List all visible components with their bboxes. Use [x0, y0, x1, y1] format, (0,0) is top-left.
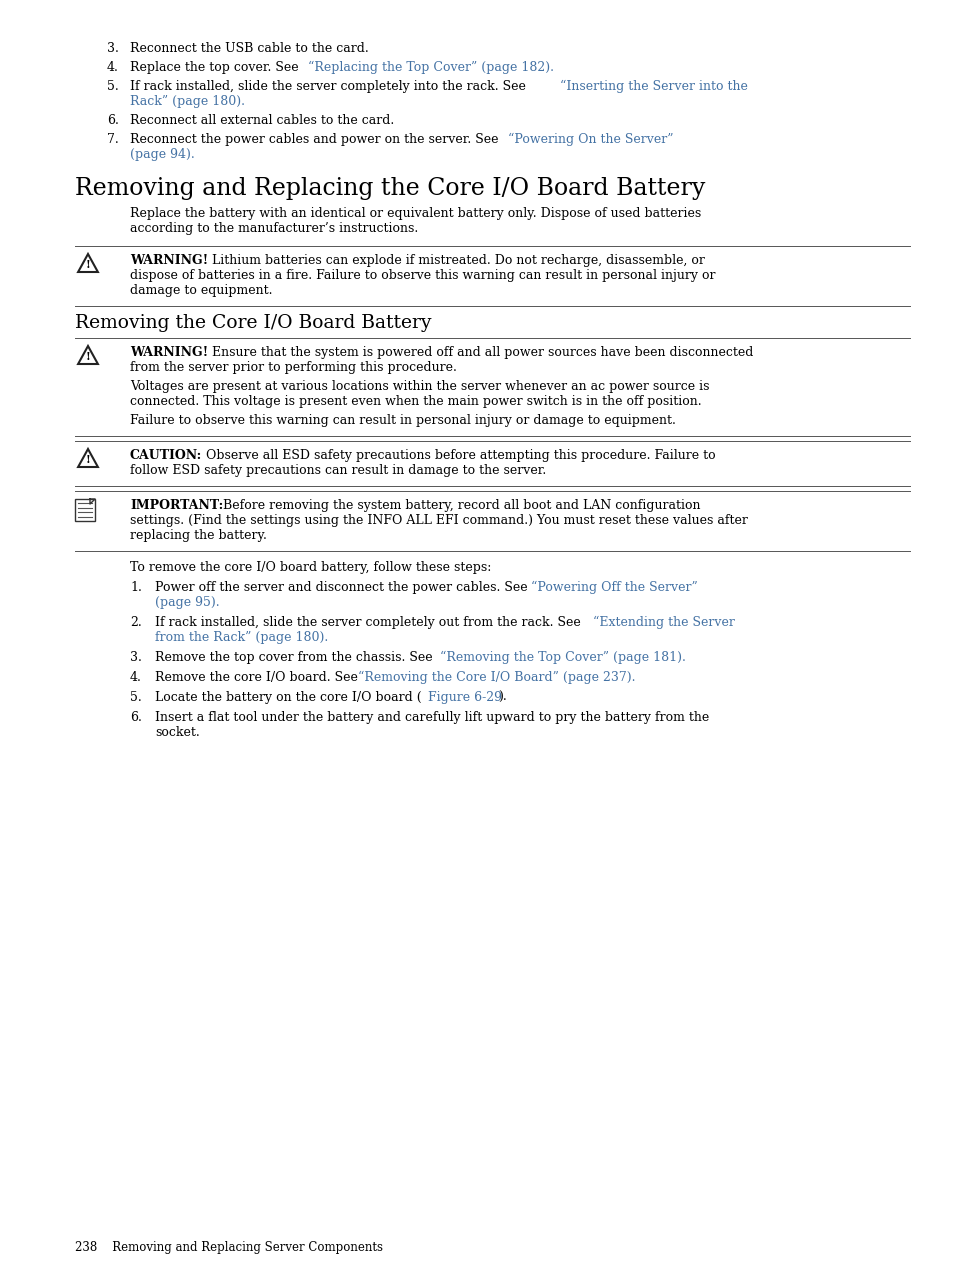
- Text: “Removing the Top Cover” (page 181).: “Removing the Top Cover” (page 181).: [439, 651, 685, 665]
- Text: Insert a flat tool under the battery and carefully lift upward to pry the batter: Insert a flat tool under the battery and…: [154, 710, 708, 724]
- Text: according to the manufacturer’s instructions.: according to the manufacturer’s instruct…: [130, 222, 417, 235]
- Text: Figure 6-29: Figure 6-29: [428, 691, 501, 704]
- Text: Removing the Core I/O Board Battery: Removing the Core I/O Board Battery: [75, 314, 431, 332]
- Text: “Replacing the Top Cover” (page 182).: “Replacing the Top Cover” (page 182).: [308, 61, 554, 74]
- Text: “Removing the Core I/O Board” (page 237).: “Removing the Core I/O Board” (page 237)…: [357, 671, 635, 684]
- Text: IMPORTANT:: IMPORTANT:: [130, 500, 223, 512]
- Text: Observe all ESD safety precautions before attempting this procedure. Failure to: Observe all ESD safety precautions befor…: [190, 449, 715, 461]
- Text: 1.: 1.: [130, 581, 142, 594]
- Text: 5.: 5.: [130, 691, 142, 704]
- Text: Voltages are present at various locations within the server whenever an ac power: Voltages are present at various location…: [130, 380, 709, 393]
- Text: follow ESD safety precautions can result in damage to the server.: follow ESD safety precautions can result…: [130, 464, 546, 477]
- Text: CAUTION:: CAUTION:: [130, 449, 202, 461]
- Text: from the server prior to performing this procedure.: from the server prior to performing this…: [130, 361, 456, 374]
- Text: Rack” (page 180).: Rack” (page 180).: [130, 95, 245, 108]
- Text: 2.: 2.: [130, 616, 142, 629]
- Text: Ensure that the system is powered off and all power sources have been disconnect: Ensure that the system is powered off an…: [195, 346, 753, 358]
- Text: dispose of batteries in a fire. Failure to observe this warning can result in pe: dispose of batteries in a fire. Failure …: [130, 269, 715, 282]
- Text: 5.: 5.: [107, 80, 118, 93]
- Text: Failure to observe this warning can result in personal injury or damage to equip: Failure to observe this warning can resu…: [130, 414, 675, 427]
- Text: (page 94).: (page 94).: [130, 147, 194, 161]
- Text: 238    Removing and Replacing Server Components: 238 Removing and Replacing Server Compon…: [75, 1240, 382, 1254]
- Text: Lithium batteries can explode if mistreated. Do not recharge, disassemble, or: Lithium batteries can explode if mistrea…: [195, 254, 704, 267]
- Text: “Extending the Server: “Extending the Server: [593, 616, 734, 629]
- Text: 7.: 7.: [107, 133, 118, 146]
- Text: 6.: 6.: [107, 114, 119, 127]
- Text: (page 95).: (page 95).: [154, 596, 219, 609]
- Text: 3.: 3.: [107, 42, 119, 55]
- Text: 6.: 6.: [130, 710, 142, 724]
- Text: Reconnect the USB cable to the card.: Reconnect the USB cable to the card.: [130, 42, 369, 55]
- Text: Locate the battery on the core I/O board (: Locate the battery on the core I/O board…: [154, 691, 421, 704]
- Text: Remove the top cover from the chassis. See: Remove the top cover from the chassis. S…: [154, 651, 436, 663]
- Text: WARNING!: WARNING!: [130, 254, 208, 267]
- Text: !: !: [86, 454, 91, 465]
- Text: damage to equipment.: damage to equipment.: [130, 283, 273, 297]
- Text: !: !: [86, 259, 91, 269]
- Text: 4.: 4.: [107, 61, 119, 74]
- Text: “Inserting the Server into the: “Inserting the Server into the: [559, 80, 747, 93]
- Text: Power off the server and disconnect the power cables. See: Power off the server and disconnect the …: [154, 581, 531, 594]
- Text: socket.: socket.: [154, 726, 199, 738]
- Text: Remove the core I/O board. See: Remove the core I/O board. See: [154, 671, 361, 684]
- Text: If rack installed, slide the server completely out from the rack. See: If rack installed, slide the server comp…: [154, 616, 584, 629]
- Text: “Powering On the Server”: “Powering On the Server”: [507, 133, 673, 146]
- Text: Reconnect all external cables to the card.: Reconnect all external cables to the car…: [130, 114, 394, 127]
- Text: 4.: 4.: [130, 671, 142, 684]
- Text: settings. (Find the settings using the INFO ALL EFI command.) You must reset the: settings. (Find the settings using the I…: [130, 513, 747, 527]
- Text: replacing the battery.: replacing the battery.: [130, 529, 267, 541]
- Text: If rack installed, slide the server completely into the rack. See: If rack installed, slide the server comp…: [130, 80, 529, 93]
- Text: “Powering Off the Server”: “Powering Off the Server”: [531, 581, 697, 595]
- Text: Removing and Replacing the Core I/O Board Battery: Removing and Replacing the Core I/O Boar…: [75, 177, 704, 200]
- Text: !: !: [86, 351, 91, 362]
- Text: Reconnect the power cables and power on the server. See: Reconnect the power cables and power on …: [130, 133, 502, 146]
- FancyBboxPatch shape: [75, 500, 95, 521]
- Text: Replace the battery with an identical or equivalent battery only. Dispose of use: Replace the battery with an identical or…: [130, 207, 700, 220]
- Text: 3.: 3.: [130, 651, 142, 663]
- Text: Replace the top cover. See: Replace the top cover. See: [130, 61, 302, 74]
- Text: connected. This voltage is present even when the main power switch is in the off: connected. This voltage is present even …: [130, 395, 700, 408]
- Text: To remove the core I/O board battery, follow these steps:: To remove the core I/O board battery, fo…: [130, 561, 491, 574]
- Text: Before removing the system battery, record all boot and LAN configuration: Before removing the system battery, reco…: [207, 500, 700, 512]
- Text: ).: ).: [497, 691, 506, 704]
- Text: from the Rack” (page 180).: from the Rack” (page 180).: [154, 630, 328, 644]
- Text: WARNING!: WARNING!: [130, 346, 208, 358]
